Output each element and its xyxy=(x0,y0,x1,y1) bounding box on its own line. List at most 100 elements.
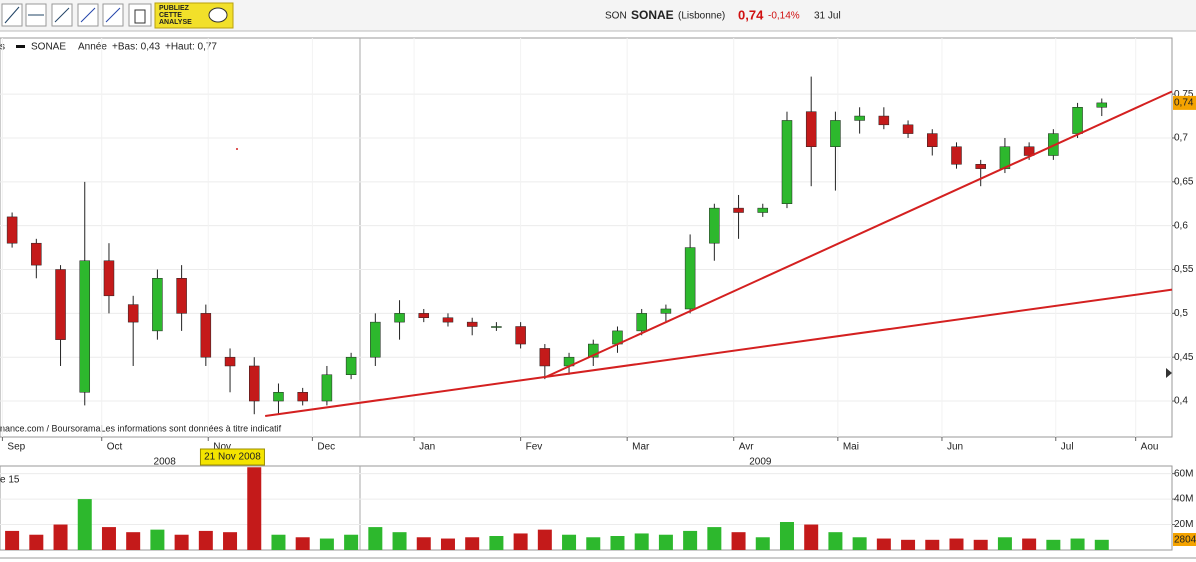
x-tick-label: Mar xyxy=(632,442,650,453)
icon xyxy=(80,7,96,23)
legend-swatch xyxy=(16,45,25,48)
candle-body xyxy=(588,343,599,358)
x-tick-label: Oct xyxy=(107,442,123,453)
volume-bar xyxy=(295,537,310,550)
y-tick-label: 60M xyxy=(1174,468,1193,479)
source-note: nance.com / BoursoramaLes informations s… xyxy=(0,423,282,433)
volume-bar xyxy=(465,537,480,550)
volume-bar xyxy=(658,534,673,550)
y-tick-label: 0,55 xyxy=(1174,264,1194,275)
volume-bar xyxy=(198,530,213,550)
candle-body xyxy=(733,207,744,213)
volume-bar xyxy=(271,534,286,550)
x-tick-label: Jun xyxy=(947,442,963,453)
candle-body xyxy=(79,260,91,393)
quote-price: 0,74 xyxy=(738,7,764,22)
button-text: ANALYSE xyxy=(159,19,192,26)
icon xyxy=(208,7,228,23)
y-tick-label: 0,4 xyxy=(1174,396,1188,407)
candle-body xyxy=(1072,107,1083,134)
icon xyxy=(54,7,70,23)
y-tick-label: 0,7 xyxy=(1174,133,1188,144)
x-tick-label: Jul xyxy=(1061,442,1074,453)
volume-bar xyxy=(804,524,819,550)
candle-body xyxy=(781,120,793,204)
volume-bar xyxy=(223,532,238,550)
quote-name: SONAE xyxy=(631,8,674,22)
volume-bar xyxy=(562,534,577,550)
volume-bar xyxy=(101,527,116,550)
candle-body xyxy=(805,111,817,147)
x-tick-label: Dec xyxy=(317,442,335,453)
candle-body xyxy=(442,317,454,323)
volume-title: e 15 xyxy=(0,475,20,486)
volume-bar xyxy=(949,538,964,550)
candle-body xyxy=(345,356,357,375)
candle-body xyxy=(103,260,115,297)
tool-icons[interactable] xyxy=(1,3,152,27)
volume-bar xyxy=(586,537,601,550)
x-tick-label: Sep xyxy=(7,442,25,453)
year-label: 2008 xyxy=(154,457,177,468)
x-tick-label: Avr xyxy=(739,442,754,453)
candle-body xyxy=(31,242,42,266)
volume-bar xyxy=(876,538,891,550)
legend-period: Année xyxy=(78,42,107,53)
volume-bar xyxy=(537,529,552,550)
volume-bar xyxy=(1022,538,1037,550)
candle-body xyxy=(709,207,720,244)
candle-body xyxy=(660,308,672,314)
volume-bar xyxy=(755,537,770,550)
volume-bar xyxy=(77,499,92,550)
candle-body xyxy=(370,321,381,358)
last-volume-label: 2804 xyxy=(1174,535,1196,546)
last-volume-box xyxy=(1173,533,1196,546)
candle-body xyxy=(200,313,212,358)
volume-bar xyxy=(53,524,68,550)
candle-body xyxy=(152,278,163,332)
year-label: 2009 xyxy=(749,457,772,468)
icon xyxy=(105,7,121,23)
y-tick-label: 20M xyxy=(1174,519,1193,530)
cursor-label: 21 Nov 2008 xyxy=(204,452,261,463)
candle-body xyxy=(830,120,841,147)
quote-market: (Lisbonne) xyxy=(678,11,725,22)
last-price-label: 0,74 xyxy=(1174,98,1194,109)
volume-bar xyxy=(513,533,528,550)
y-tick-label: 0,45 xyxy=(1174,352,1194,363)
candle-body xyxy=(927,133,938,147)
volume-bar xyxy=(925,539,940,550)
volume-bar xyxy=(126,532,141,550)
y-tick-label: 0,6 xyxy=(1174,220,1188,231)
volume-bar xyxy=(779,522,794,550)
candle-body xyxy=(515,326,526,345)
scroll-arrow[interactable] xyxy=(1166,368,1172,378)
volume-bar xyxy=(440,538,455,550)
volume-bar xyxy=(852,537,867,550)
last-price-box xyxy=(1173,95,1196,110)
volume-bar xyxy=(416,537,431,550)
candle-body xyxy=(902,124,914,134)
volume-bar xyxy=(707,527,722,550)
volume-bar xyxy=(828,532,843,550)
marker-dot xyxy=(236,148,238,150)
price-panel xyxy=(0,37,1173,438)
candle-body xyxy=(394,313,405,323)
candle-body xyxy=(636,313,647,332)
volume-bar xyxy=(344,534,359,550)
candle-body xyxy=(224,356,236,367)
volume-bar xyxy=(150,529,165,550)
y-tick-label: 0,65 xyxy=(1174,176,1194,187)
volume-bar xyxy=(901,539,916,550)
x-tick-label: Fev xyxy=(526,442,543,453)
y-tick-label: 40M xyxy=(1174,494,1193,505)
candle-body xyxy=(1096,102,1108,108)
candle-body xyxy=(418,313,430,318)
candle-body xyxy=(321,374,333,402)
candle-body xyxy=(491,326,502,328)
candle-body xyxy=(1023,146,1035,156)
candle-body xyxy=(951,146,962,165)
volume-bar xyxy=(319,538,334,550)
volume-bar xyxy=(247,467,262,550)
